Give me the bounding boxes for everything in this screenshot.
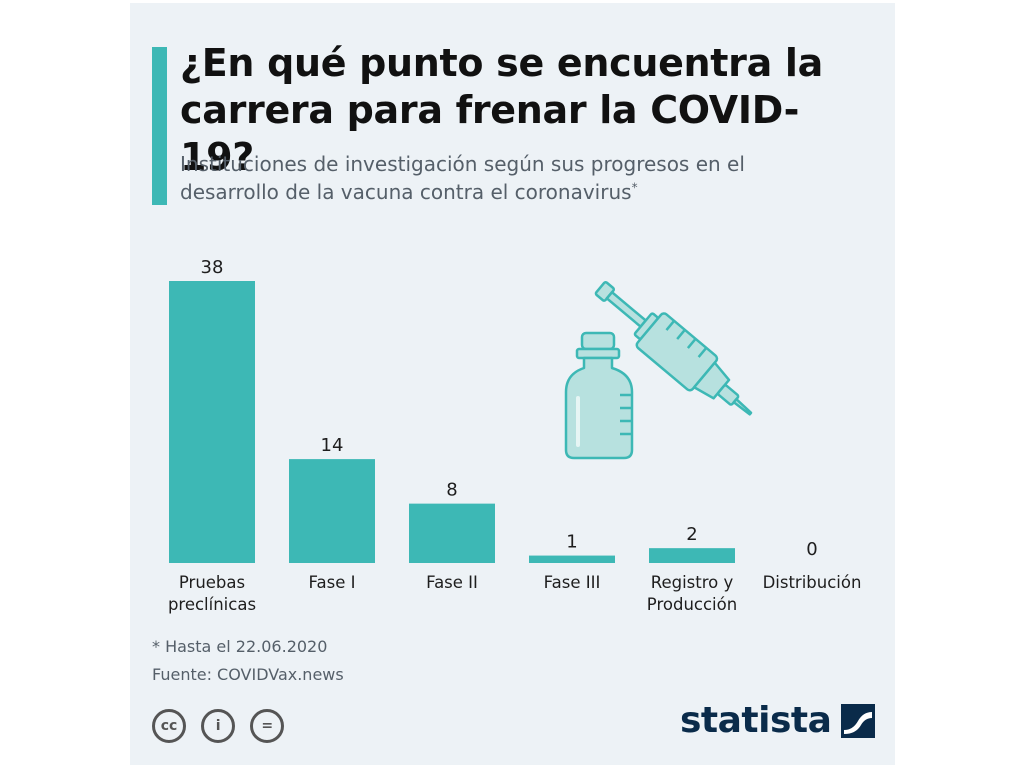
category-label-4-1: Producción <box>647 595 737 614</box>
value-label-1: 14 <box>321 435 344 456</box>
subtitle-text: Instituciones de investigación según sus… <box>180 152 745 204</box>
value-label-4: 2 <box>686 524 697 545</box>
category-label-0-1: preclínicas <box>168 595 256 614</box>
syringe-icon <box>594 281 753 416</box>
category-label-5-0: Distribución <box>763 573 862 592</box>
bars-group <box>169 281 735 563</box>
bar-3 <box>529 555 615 563</box>
chart-title: ¿En qué punto se encuentra la carrera pa… <box>180 41 823 179</box>
footnote: * Hasta el 22.06.2020 Fuente: COVIDVax.n… <box>152 633 344 689</box>
category-label-3-0: Fase III <box>544 573 601 592</box>
labels-group: 38 Pruebas preclínicas 14 Fase I 8 Fase II 1 Fas… <box>168 257 861 614</box>
category-label-2-0: Fase II <box>426 573 478 592</box>
statista-mark-icon <box>841 703 876 738</box>
bar-4 <box>649 548 735 563</box>
statista-logo[interactable]: statista <box>680 700 876 741</box>
value-label-5: 0 <box>806 539 817 560</box>
subtitle-footnote-marker: * <box>631 180 638 195</box>
no-derivatives-icon[interactable]: = <box>250 709 285 743</box>
date-note: * Hasta el 22.06.2020 <box>152 637 328 656</box>
license-icons: cc i = <box>152 709 294 743</box>
title-accent-bar <box>152 47 167 205</box>
category-label-0-0: Pruebas <box>179 573 245 592</box>
vaccine-illustration <box>564 281 753 460</box>
source-note: Fuente: COVIDVax.news <box>152 665 344 684</box>
bar-0 <box>169 281 255 563</box>
brand-name: statista <box>680 700 832 741</box>
value-label-2: 8 <box>446 480 457 501</box>
category-label-1-0: Fase I <box>309 573 356 592</box>
creative-commons-icon[interactable]: cc <box>152 709 186 743</box>
chart-subtitle: Instituciones de investigación según sus… <box>180 150 820 206</box>
infographic-card <box>130 3 895 765</box>
value-label-0: 38 <box>201 257 224 278</box>
bar-2 <box>409 503 495 563</box>
attribution-icon[interactable]: i <box>201 709 236 743</box>
category-label-4-0: Registro y <box>651 573 734 592</box>
vial-icon <box>564 331 634 460</box>
bar-1 <box>289 459 375 563</box>
value-label-3: 1 <box>566 532 577 553</box>
